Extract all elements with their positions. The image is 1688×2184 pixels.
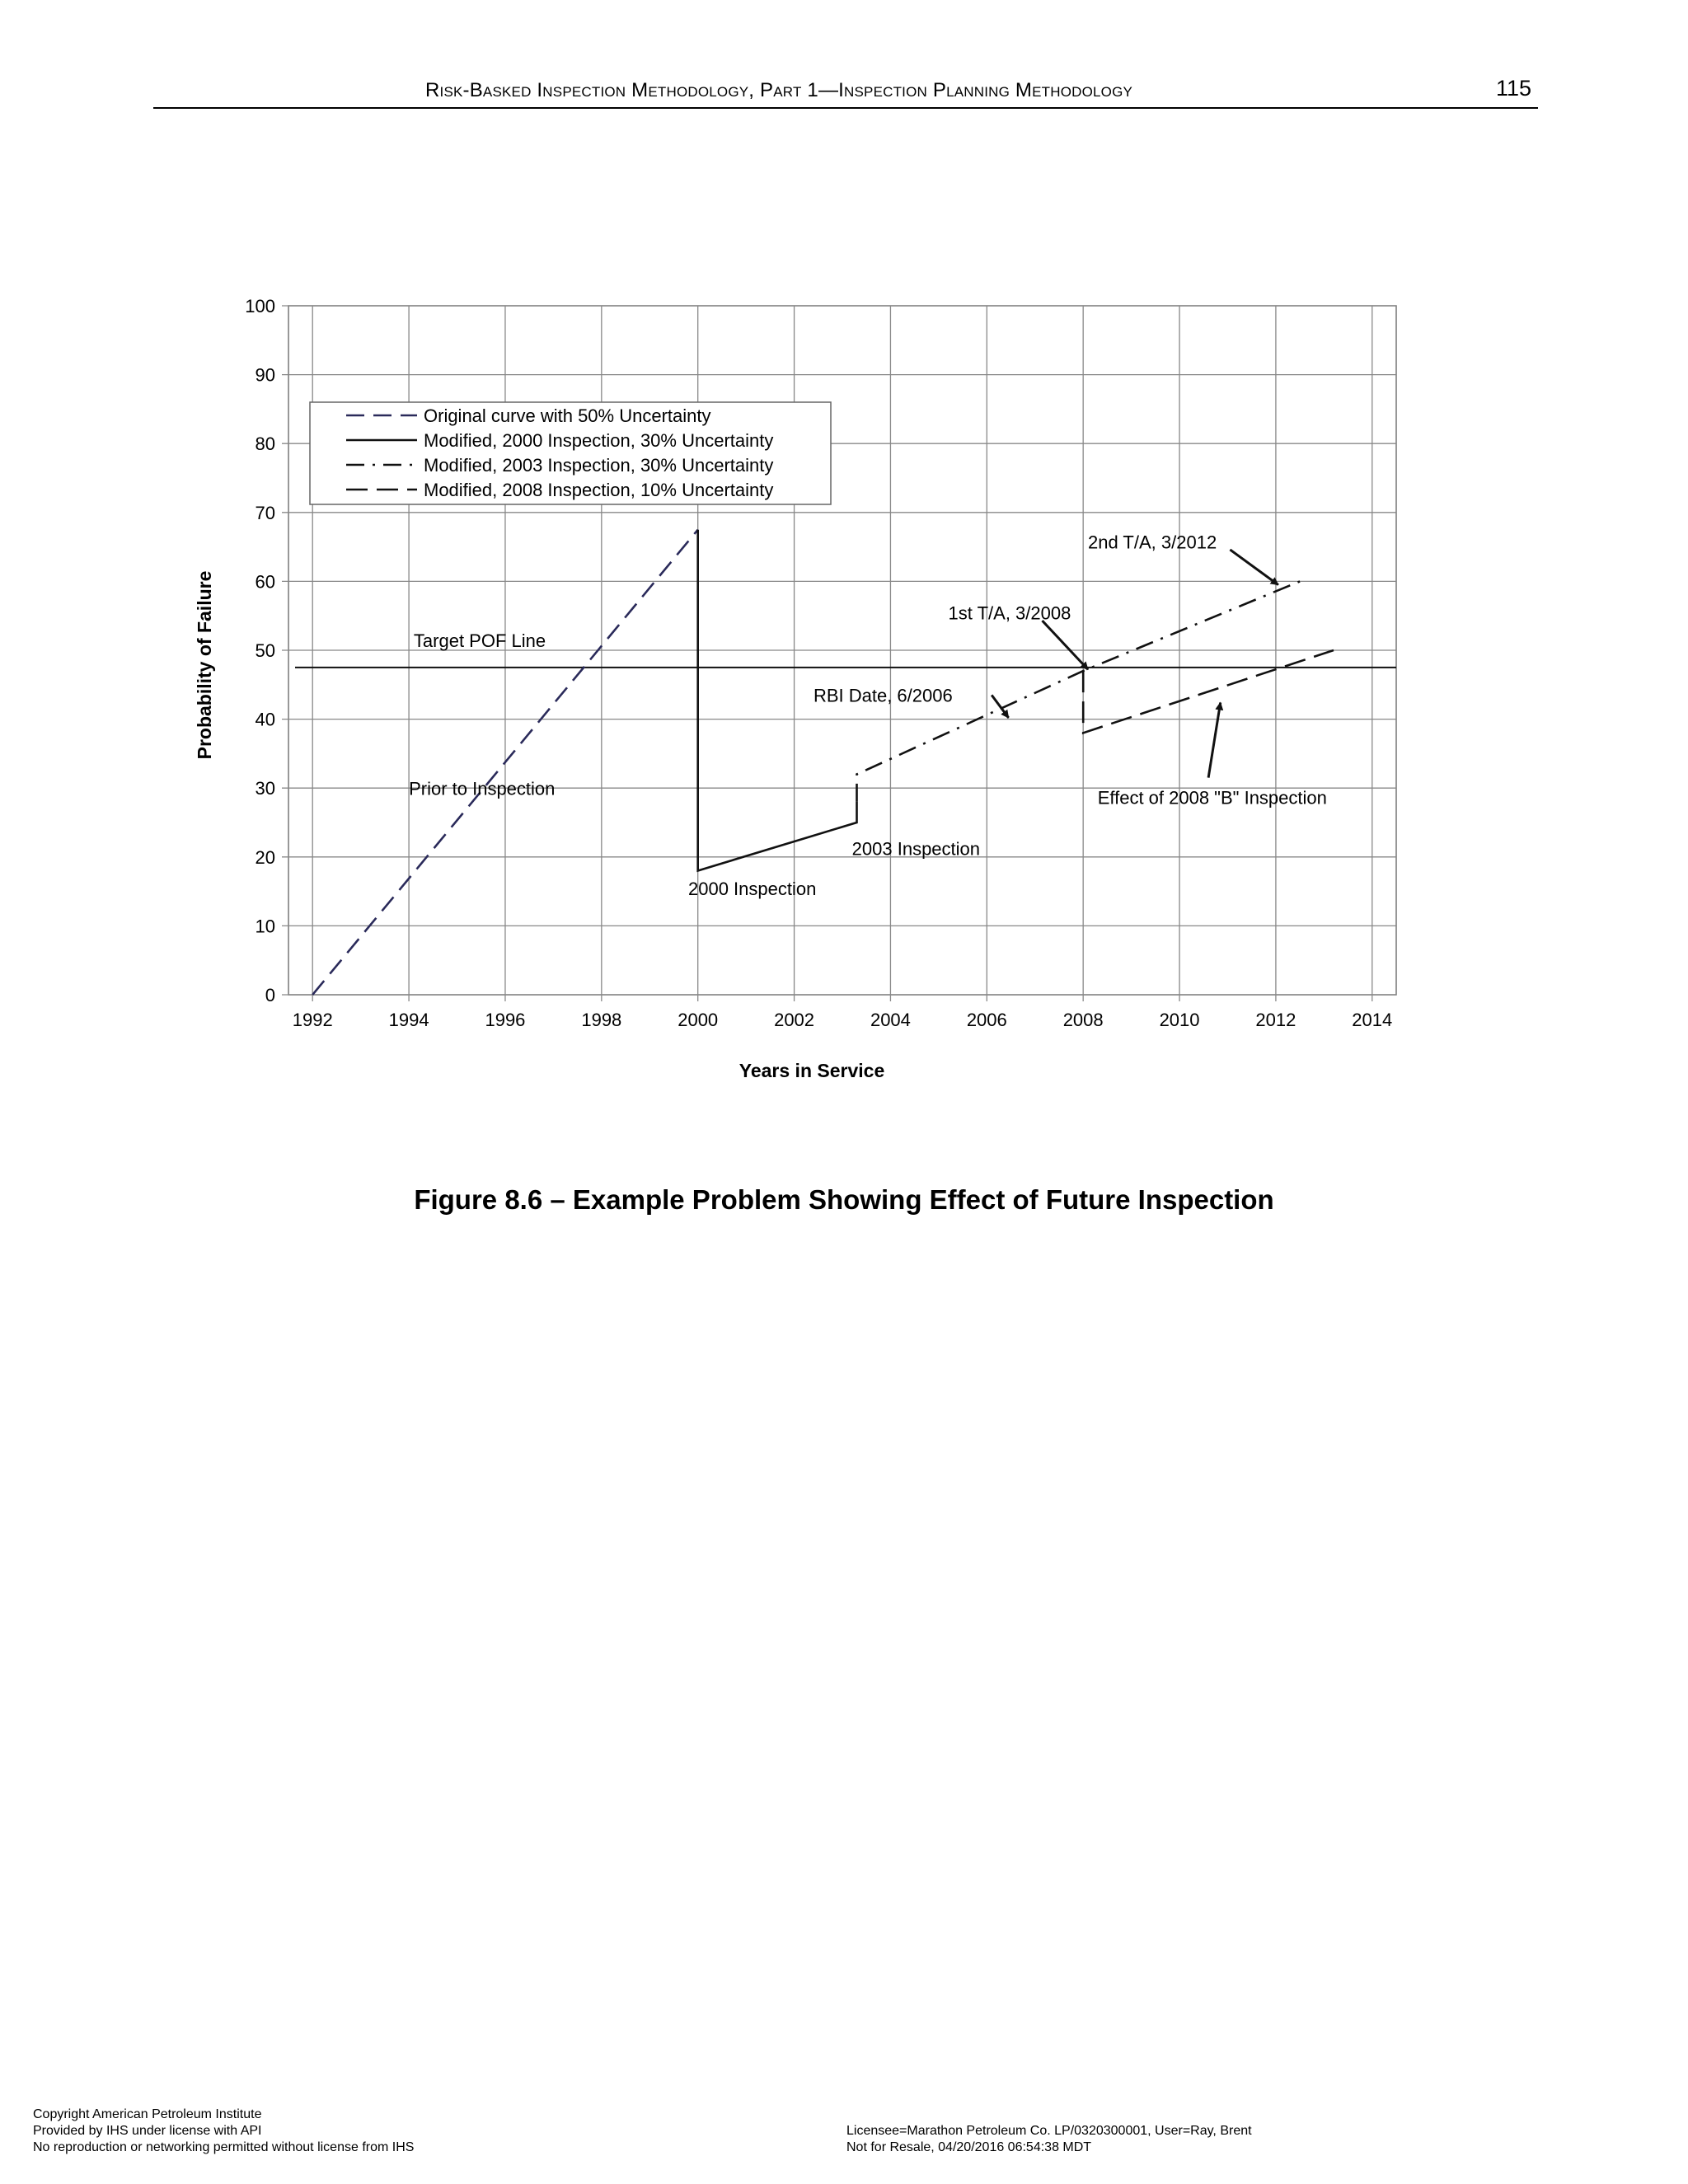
x-tick-label: 2004 xyxy=(870,1010,911,1030)
y-tick-label: 90 xyxy=(256,365,275,386)
y-tick-label: 80 xyxy=(256,434,275,454)
x-tick-label: 2012 xyxy=(1255,1010,1296,1030)
page-number: 115 xyxy=(1495,76,1531,101)
footer-line: Provided by IHS under license with API xyxy=(33,2124,262,2138)
legend-entry: Modified, 2003 Inspection, 30% Uncertain… xyxy=(424,455,773,476)
footer-line: Copyright American Petroleum Institute xyxy=(33,2107,262,2121)
probability-of-failure-chart: 1992 1994 1996 1998 2000 2002 2004 2006 2008 2010… xyxy=(194,296,1397,1081)
annotation-arrow xyxy=(1229,548,1279,586)
x-tick-label: 2006 xyxy=(967,1010,1007,1030)
legend-entry: Modified, 2008 Inspection, 10% Uncertain… xyxy=(424,480,773,500)
annotation-arrow xyxy=(990,694,1010,719)
x-tick-label: 2010 xyxy=(1160,1010,1200,1030)
figure-caption: Figure 8.6 – Example Problem Showing Eff… xyxy=(414,1184,1274,1215)
chart-annotation: 1st T/A, 3/2008 xyxy=(949,602,1071,623)
chart-legend xyxy=(309,401,832,505)
footer-line: No reproduction or networking permitted … xyxy=(33,2140,415,2154)
x-tick-label: 2002 xyxy=(774,1010,814,1030)
running-header: Risk-Basked Inspection Methodology, Part… xyxy=(153,76,1538,109)
chart-annotation: 2nd T/A, 3/2012 xyxy=(1088,532,1217,552)
y-tick-label: 20 xyxy=(256,847,275,868)
series-line xyxy=(1081,649,1334,735)
chart-annotation: 2003 Inspection xyxy=(852,838,980,859)
chart-annotation: Prior to Inspection xyxy=(409,779,555,799)
x-tick-label: 1992 xyxy=(293,1010,333,1030)
chart-grid xyxy=(282,305,1397,1001)
series-line xyxy=(312,528,699,996)
x-axis-title: Years in Service xyxy=(739,1060,884,1081)
chart-annotation: RBI Date, 6/2006 xyxy=(814,686,953,706)
running-header-title: Risk-Basked Inspection Methodology, Part… xyxy=(425,79,1133,101)
y-tick-label: 10 xyxy=(256,916,275,936)
y-tick-label: 40 xyxy=(256,710,275,730)
y-tick-label: 100 xyxy=(245,296,275,316)
footer-line: Not for Resale, 04/20/2016 06:54:38 MDT xyxy=(846,2140,1092,2154)
y-tick-label: 0 xyxy=(265,985,275,1005)
x-tick-label: 1994 xyxy=(389,1010,429,1030)
footer-license: Licensee=Marathon Petroleum Co. LP/03203… xyxy=(846,2123,1252,2156)
y-tick-label: 50 xyxy=(256,640,275,661)
x-tick-label: 2008 xyxy=(1063,1010,1104,1030)
x-tick-label: 1996 xyxy=(485,1010,525,1030)
footer-copyright: Copyright American Petroleum Institute P… xyxy=(33,2107,414,2156)
chart-annotation: 2000 Inspection xyxy=(688,879,816,899)
legend-entry: Modified, 2000 Inspection, 30% Uncertain… xyxy=(424,430,773,451)
legend-entry: Original curve with 50% Uncertainty xyxy=(424,405,710,426)
y-tick-label: 30 xyxy=(256,778,275,799)
x-tick-label: 1998 xyxy=(581,1010,621,1030)
x-tick-label: 2014 xyxy=(1352,1010,1392,1030)
y-tick-label: 60 xyxy=(256,571,275,592)
y-tick-label: 70 xyxy=(256,503,275,523)
y-axis-title: Probability of Failure xyxy=(194,571,215,760)
annotation-arrow xyxy=(1207,701,1224,778)
series-line xyxy=(856,580,1301,802)
annotation-arrow xyxy=(1041,620,1090,671)
x-tick-label: 2000 xyxy=(678,1010,718,1030)
series-line xyxy=(696,529,858,873)
footer-line: Licensee=Marathon Petroleum Co. LP/03203… xyxy=(846,2124,1252,2138)
chart-annotation: Target POF Line xyxy=(414,630,546,651)
chart-annotation: Effect of 2008 "B" Inspection xyxy=(1098,787,1327,808)
